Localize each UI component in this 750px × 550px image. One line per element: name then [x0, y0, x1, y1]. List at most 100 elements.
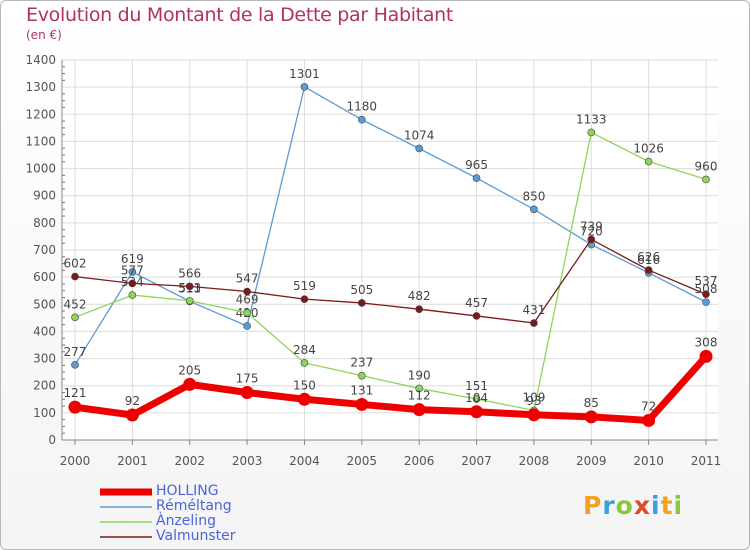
data-point-valmunster: [300, 295, 309, 303]
data-point-anzeling: [702, 175, 710, 184]
data-point-valmunster: [185, 282, 194, 291]
logo-letter: t: [660, 491, 674, 520]
data-label-holling: 205: [178, 363, 201, 377]
data-point-valmunster: [530, 319, 538, 327]
data-point-remeltang: [358, 115, 366, 124]
logo-letter: o: [615, 491, 634, 520]
y-tick-label: 400: [33, 324, 56, 338]
data-point-valmunster: [243, 287, 251, 296]
data-point-holling: [240, 386, 254, 399]
y-tick-label: 100: [33, 406, 56, 420]
y-tick-label: 1400: [25, 53, 56, 67]
x-tick-label: 2010: [633, 454, 664, 468]
y-tick-label: 300: [33, 352, 56, 366]
series-line-holling: [74, 354, 709, 424]
data-label-holling: 131: [350, 383, 373, 397]
data-label-anzeling: 960: [695, 159, 718, 173]
data-label-holling: 308: [695, 335, 718, 349]
legend-label-valmunster: Valmunster: [156, 528, 236, 544]
data-label-anzeling: 469: [236, 293, 259, 307]
data-point-valmunster: [472, 312, 481, 320]
data-label-remeltang: 1074: [404, 128, 435, 142]
y-tick-label: 700: [33, 243, 56, 257]
data-label-holling: 92: [125, 394, 140, 408]
data-label-holling: 104: [465, 391, 488, 405]
data-label-valmunster: 457: [465, 296, 488, 310]
logo-letter: i: [651, 491, 661, 520]
data-point-valmunster: [644, 266, 653, 274]
data-point-remeltang: [300, 83, 309, 91]
logo-letter: i: [673, 491, 684, 520]
y-tick-label: 500: [33, 297, 56, 311]
chart-title: Evolution du Montant de la Dette par Hab…: [26, 4, 454, 26]
data-label-anzeling: 151: [465, 379, 488, 393]
y-tick-label: 800: [33, 216, 56, 230]
data-point-anzeling: [128, 291, 137, 299]
data-label-anzeling: 109: [522, 390, 545, 404]
data-label-holling: 175: [236, 372, 259, 386]
y-tick-label: 900: [33, 189, 56, 203]
x-tick-label: 2003: [232, 454, 263, 468]
x-tick-label: 2005: [347, 454, 378, 468]
data-label-holling: 121: [64, 386, 87, 400]
legend-label-holling: HOLLING: [156, 483, 219, 499]
data-label-valmunster: 577: [121, 263, 144, 277]
x-tick-label: 2007: [461, 454, 492, 468]
data-point-anzeling: [71, 313, 79, 322]
data-point-anzeling: [300, 359, 309, 367]
data-label-valmunster: 566: [178, 266, 201, 280]
data-label-valmunster: 626: [637, 250, 660, 264]
data-label-anzeling: 284: [293, 343, 316, 357]
data-point-valmunster: [702, 290, 710, 299]
series-line-valmunster: [74, 238, 707, 324]
x-tick-label: 2011: [691, 454, 722, 468]
data-label-anzeling: 1133: [576, 112, 607, 126]
logo-letter: r: [602, 491, 616, 520]
data-label-holling: 72: [641, 399, 656, 413]
data-point-remeltang: [243, 322, 251, 330]
data-point-remeltang: [128, 268, 137, 276]
proxiti-logo: Proxiti: [583, 491, 683, 520]
data-point-anzeling: [185, 296, 194, 305]
data-label-remeltang: 1180: [347, 100, 378, 114]
data-label-remeltang: 965: [465, 158, 488, 172]
data-point-anzeling: [644, 157, 653, 166]
data-point-holling: [527, 408, 541, 422]
data-label-remeltang: 508: [695, 282, 718, 296]
x-tick-label: 2008: [519, 454, 550, 468]
data-label-remeltang: 850: [522, 189, 545, 203]
data-point-holling: [125, 408, 139, 422]
data-point-holling: [584, 410, 598, 424]
data-label-remeltang: 720: [580, 225, 603, 239]
data-point-holling: [355, 397, 369, 411]
data-label-valmunster: 519: [293, 279, 316, 293]
logo-letter: x: [633, 491, 651, 520]
y-tick-label: 1200: [25, 107, 56, 121]
data-point-holling: [470, 405, 484, 419]
data-point-holling: [412, 403, 426, 417]
data-point-remeltang: [702, 298, 710, 306]
data-point-remeltang: [530, 205, 538, 214]
data-point-anzeling: [243, 308, 251, 317]
data-point-anzeling: [358, 371, 366, 380]
x-tick-label: 2004: [289, 454, 320, 468]
x-tick-label: 2006: [404, 454, 435, 468]
data-point-remeltang: [71, 361, 79, 369]
x-tick-label: 2002: [174, 454, 205, 468]
data-label-valmunster: 602: [64, 257, 87, 271]
data-label-valmunster: 505: [350, 283, 373, 297]
data-label-holling: 85: [584, 396, 599, 410]
legend-label-anzeling: Ànzeling: [156, 513, 216, 529]
data-label-valmunster: 482: [408, 289, 431, 303]
y-tick-label: 0: [48, 433, 56, 447]
data-label-valmunster: 547: [236, 272, 259, 286]
data-label-anzeling: 452: [64, 297, 87, 311]
data-label-remeltang: 277: [64, 345, 87, 359]
y-tick-label: 1300: [25, 80, 56, 94]
x-tick-label: 2009: [576, 454, 607, 468]
data-label-holling: 93: [526, 394, 541, 408]
data-point-valmunster: [358, 299, 366, 307]
data-point-anzeling: [472, 395, 481, 403]
data-point-valmunster: [71, 272, 79, 281]
